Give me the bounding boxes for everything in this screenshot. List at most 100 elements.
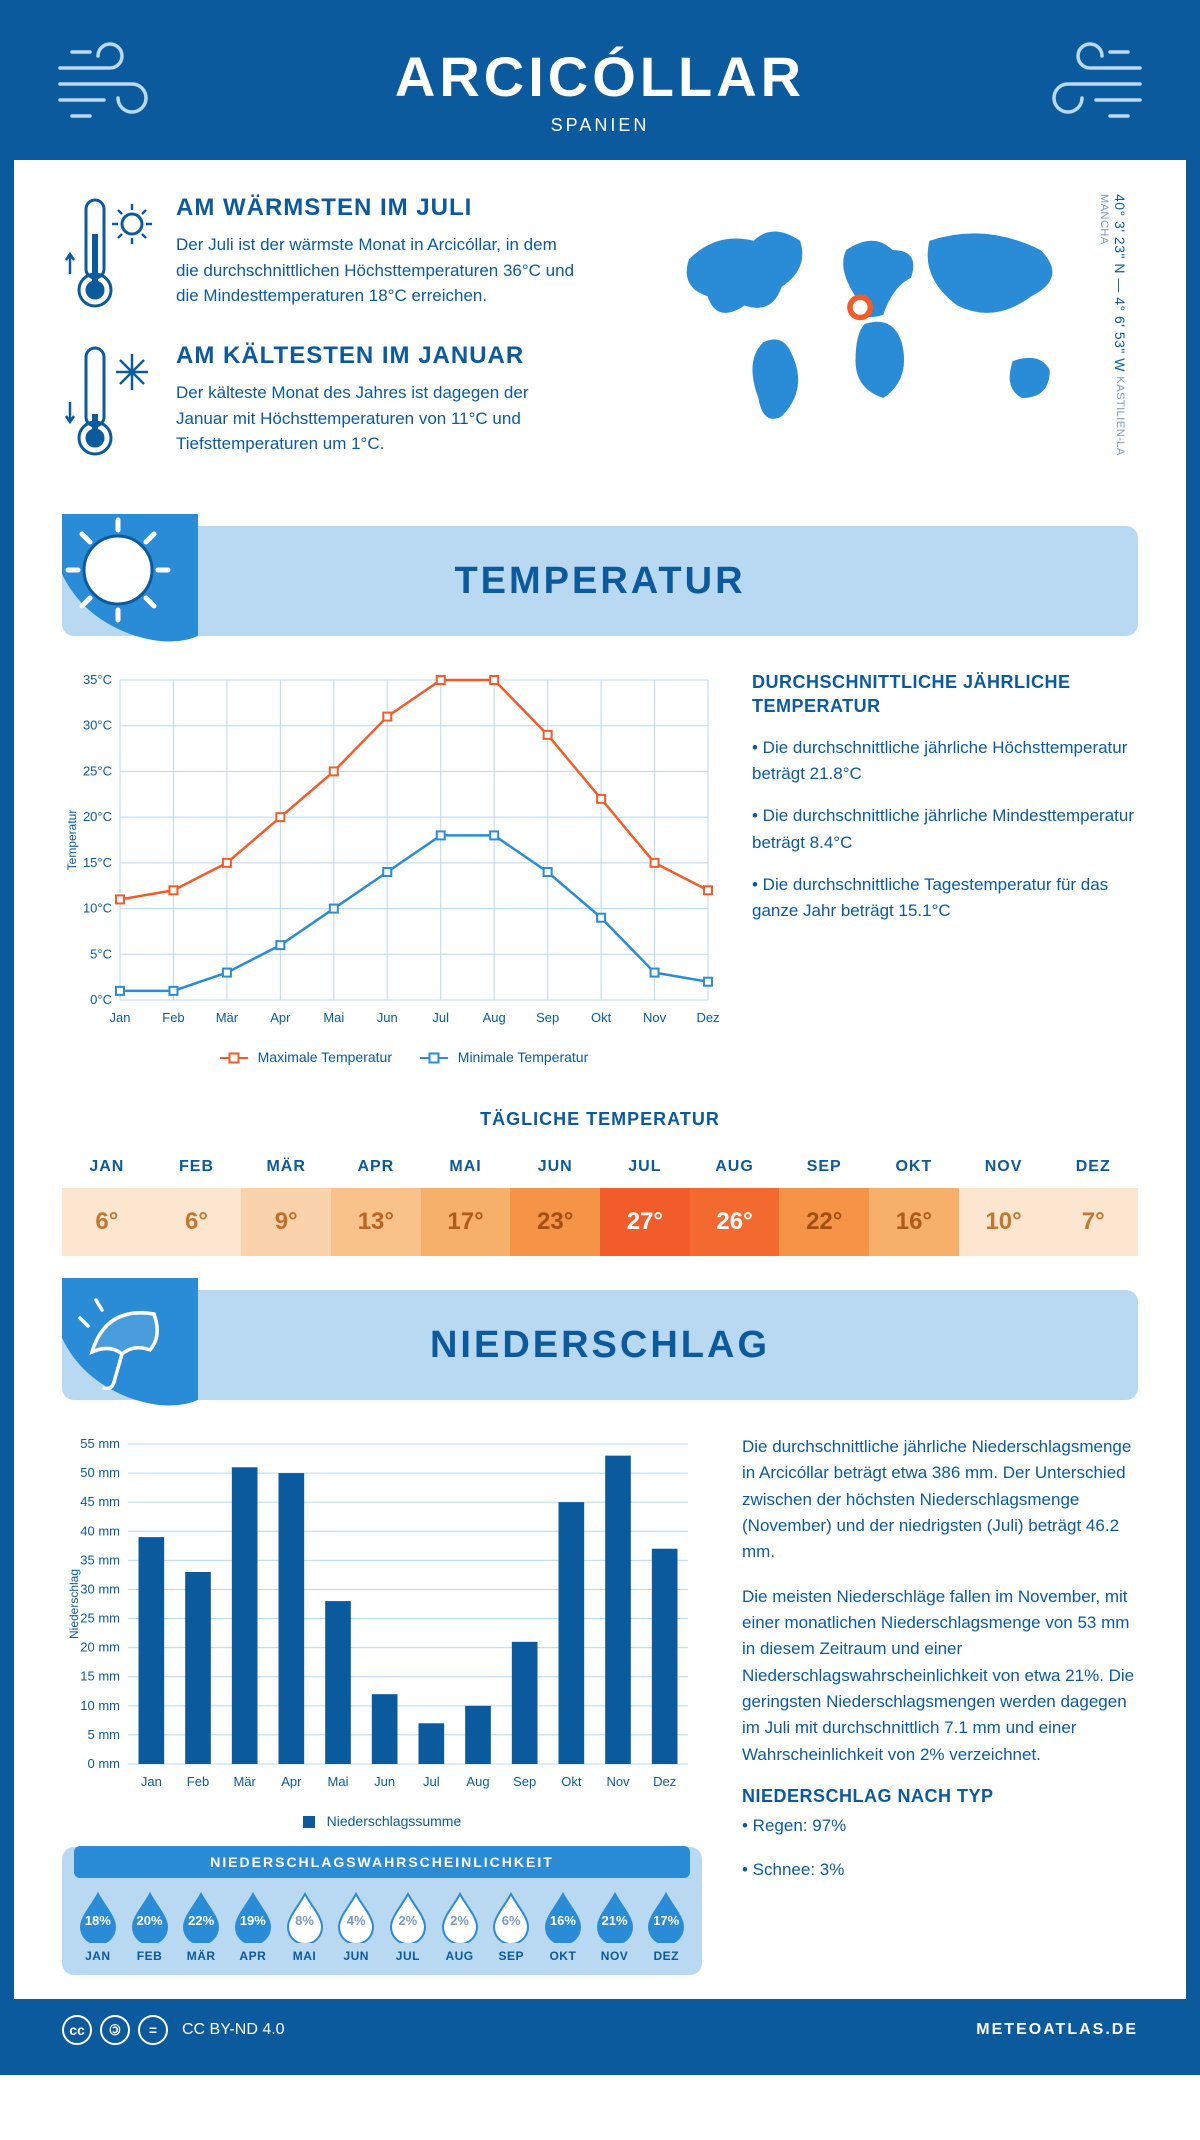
svg-text:Jul: Jul xyxy=(432,1010,449,1025)
prob-value: 16% xyxy=(542,1913,584,1928)
facts-column: AM WÄRMSTEN IM JULI Der Juli ist der wär… xyxy=(62,194,622,490)
daily-cell: AUG 26° xyxy=(690,1146,780,1256)
raindrop-icon: 8% xyxy=(284,1891,326,1943)
brand-text: METEOATLAS.DE xyxy=(976,2021,1138,2039)
warmest-title: AM WÄRMSTEN IM JULI xyxy=(176,194,576,222)
svg-text:10°C: 10°C xyxy=(83,901,112,916)
svg-text:25 mm: 25 mm xyxy=(80,1611,120,1626)
cc-icons: cc 🄯 = xyxy=(62,2015,168,2045)
daily-month: APR xyxy=(331,1146,421,1188)
cc-icon: cc xyxy=(62,2015,92,2045)
daily-month: NOV xyxy=(959,1146,1049,1188)
coord-text: 40° 3' 23" N — 4° 6' 53" W xyxy=(1112,194,1128,372)
umbrella-icon xyxy=(62,1278,198,1412)
daily-value: 6° xyxy=(152,1188,242,1256)
daily-value: 23° xyxy=(510,1188,600,1256)
prob-month: SEP xyxy=(487,1949,535,1963)
temp-section-banner: TEMPERATUR xyxy=(62,526,1138,636)
raindrop-icon: 20% xyxy=(129,1891,171,1943)
svg-text:Jun: Jun xyxy=(377,1010,398,1025)
daily-cell: DEZ 7° xyxy=(1048,1146,1138,1256)
prob-month: FEB xyxy=(126,1949,174,1963)
raindrop-icon: 2% xyxy=(439,1891,481,1943)
svg-text:Jul: Jul xyxy=(423,1774,440,1789)
prob-cell: 2% JUL xyxy=(384,1891,432,1963)
daily-cell: JUN 23° xyxy=(510,1146,600,1256)
prob-month: JUL xyxy=(384,1949,432,1963)
prob-value: 21% xyxy=(594,1913,636,1928)
prob-cell: 20% FEB xyxy=(126,1891,174,1963)
daily-cell: JUL 27° xyxy=(600,1146,690,1256)
coldest-fact: AM KÄLTESTEN IM JANUAR Der kälteste Mona… xyxy=(62,342,622,462)
precip-bar-chart: 0 mm5 mm10 mm15 mm20 mm25 mm30 mm35 mm40… xyxy=(62,1434,702,1794)
svg-text:Dez: Dez xyxy=(696,1010,719,1025)
daily-month: OKT xyxy=(869,1146,959,1188)
daily-month: SEP xyxy=(779,1146,869,1188)
daily-cell: JAN 6° xyxy=(62,1146,152,1256)
precip-type-2: • Schnee: 3% xyxy=(742,1857,1138,1883)
temp-heading: TEMPERATUR xyxy=(62,560,1138,603)
prob-value: 20% xyxy=(129,1913,171,1928)
daily-cell: NOV 10° xyxy=(959,1146,1049,1256)
intro-section: AM WÄRMSTEN IM JULI Der Juli ist der wär… xyxy=(14,160,1186,518)
daily-value: 9° xyxy=(241,1188,331,1256)
temp-line-chart: 0°C5°C10°C15°C20°C25°C30°C35°CJanFebMärA… xyxy=(62,670,722,1030)
precip-type-1: • Regen: 97% xyxy=(742,1813,1138,1839)
daily-cell: OKT 16° xyxy=(869,1146,959,1256)
precip-p2: Die meisten Niederschläge fallen im Nove… xyxy=(742,1584,1138,1768)
prob-cell: 2% AUG xyxy=(436,1891,484,1963)
prob-cell: 8% MAI xyxy=(281,1891,329,1963)
svg-text:Okt: Okt xyxy=(561,1774,582,1789)
prob-value: 2% xyxy=(439,1913,481,1928)
temp-bullet-1: • Die durchschnittliche jährliche Höchst… xyxy=(752,735,1138,788)
prob-value: 17% xyxy=(645,1913,687,1928)
prob-value: 4% xyxy=(335,1913,377,1928)
svg-text:Aug: Aug xyxy=(483,1010,506,1025)
prob-cell: 17% DEZ xyxy=(642,1891,690,1963)
svg-text:35°C: 35°C xyxy=(83,672,112,687)
coldest-body: Der kälteste Monat des Jahres ist dagege… xyxy=(176,380,576,457)
svg-text:Nov: Nov xyxy=(643,1010,667,1025)
raindrop-icon: 19% xyxy=(232,1891,274,1943)
daily-month: DEZ xyxy=(1048,1146,1138,1188)
daily-month: JUN xyxy=(510,1146,600,1188)
daily-cell: FEB 6° xyxy=(152,1146,242,1256)
daily-value: 7° xyxy=(1048,1188,1138,1256)
svg-text:Mai: Mai xyxy=(323,1010,344,1025)
legend-precip: Niederschlagssumme xyxy=(327,1813,462,1829)
svg-text:Feb: Feb xyxy=(187,1774,209,1789)
location-marker-icon xyxy=(850,297,870,317)
svg-text:55 mm: 55 mm xyxy=(80,1436,120,1451)
precip-type-heading: NIEDERSCHLAG NACH TYP xyxy=(742,1786,1138,1807)
daily-temp-title: TÄGLICHE TEMPERATUR xyxy=(14,1109,1186,1130)
daily-month: FEB xyxy=(152,1146,242,1188)
daily-cell: APR 13° xyxy=(331,1146,421,1256)
prob-value: 6% xyxy=(490,1913,532,1928)
map-column: 40° 3' 23" N — 4° 6' 53" W KASTILIEN-LA … xyxy=(652,194,1138,490)
svg-text:10 mm: 10 mm xyxy=(80,1698,120,1713)
coordinates: 40° 3' 23" N — 4° 6' 53" W KASTILIEN-LA … xyxy=(1096,194,1128,490)
license-text: CC BY-ND 4.0 xyxy=(182,2021,285,2039)
svg-text:Okt: Okt xyxy=(591,1010,612,1025)
svg-text:Sep: Sep xyxy=(536,1010,559,1025)
wind-icon xyxy=(1030,40,1150,130)
probability-panel: NIEDERSCHLAGSWAHRSCHEINLICHKEIT 18% JAN … xyxy=(62,1847,702,1975)
raindrop-icon: 22% xyxy=(180,1891,222,1943)
daily-value: 16° xyxy=(869,1188,959,1256)
daily-month: JAN xyxy=(62,1146,152,1188)
svg-text:45 mm: 45 mm xyxy=(80,1494,120,1509)
thermometer-cold-icon xyxy=(62,342,158,462)
country-name: SPANIEN xyxy=(14,115,1186,136)
warmest-fact: AM WÄRMSTEN IM JULI Der Juli ist der wär… xyxy=(62,194,622,314)
daily-value: 17° xyxy=(421,1188,511,1256)
raindrop-icon: 16% xyxy=(542,1891,584,1943)
legend-swatch-min xyxy=(420,1057,448,1059)
svg-text:Jan: Jan xyxy=(110,1010,131,1025)
svg-text:40 mm: 40 mm xyxy=(80,1523,120,1538)
prob-value: 8% xyxy=(284,1913,326,1928)
world-map-icon xyxy=(652,194,1096,454)
precip-body: 0 mm5 mm10 mm15 mm20 mm25 mm30 mm35 mm40… xyxy=(14,1400,1186,1999)
prob-title: NIEDERSCHLAGSWAHRSCHEINLICHKEIT xyxy=(74,1846,690,1878)
svg-text:35 mm: 35 mm xyxy=(80,1552,120,1567)
city-name: ARCICÓLLAR xyxy=(14,44,1186,109)
